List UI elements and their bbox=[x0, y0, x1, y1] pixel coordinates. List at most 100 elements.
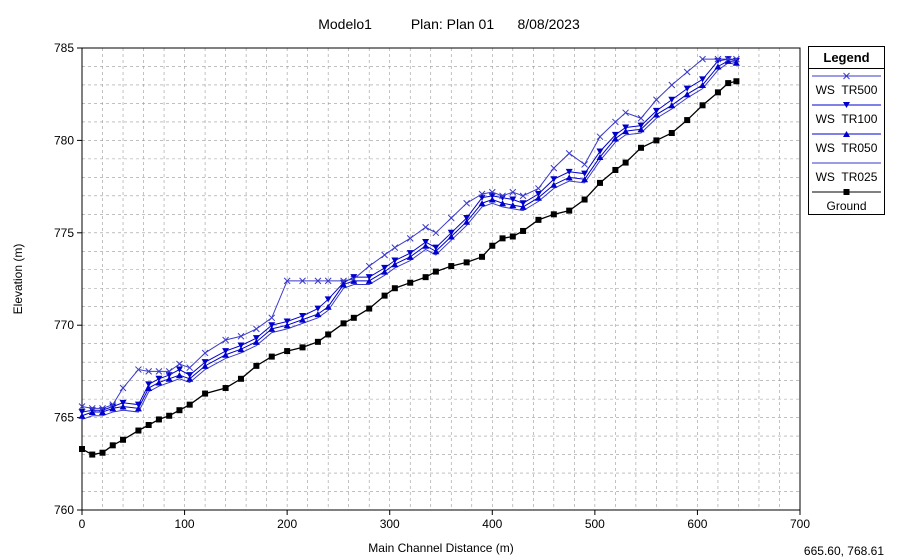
y-tick-label: 775 bbox=[54, 226, 74, 240]
y-tick-label: 765 bbox=[54, 411, 74, 425]
data-point bbox=[432, 268, 439, 275]
data-point bbox=[520, 227, 527, 234]
data-point bbox=[350, 277, 358, 284]
legend-title: Legend bbox=[809, 47, 884, 69]
data-point bbox=[155, 416, 162, 423]
data-point bbox=[499, 194, 507, 201]
data-point bbox=[478, 190, 486, 198]
data-point bbox=[252, 335, 260, 342]
axis-ticks: 0 100 200 300 400 500 600 700 760 765 770 775 780 785 bbox=[54, 41, 810, 531]
data-point bbox=[550, 211, 557, 218]
legend-label: WS TR500 bbox=[815, 83, 878, 97]
data-point bbox=[165, 368, 173, 375]
data-point bbox=[550, 181, 558, 188]
data-point bbox=[186, 401, 193, 408]
data-point bbox=[406, 250, 414, 257]
data-point bbox=[78, 403, 86, 410]
data-point bbox=[622, 159, 629, 166]
data-point bbox=[155, 375, 163, 382]
data-point bbox=[581, 161, 588, 168]
data-point bbox=[109, 442, 116, 449]
chart-title: Modelo1 Plan: Plan 01 8/08/2023 bbox=[0, 16, 898, 32]
data-point bbox=[565, 149, 573, 157]
y-tick-label: 760 bbox=[54, 503, 74, 517]
data-point bbox=[283, 277, 291, 285]
legend-items: WS TR500 WS TR100 WS TR050 WS TR025 Ground bbox=[809, 69, 884, 214]
data-point bbox=[88, 405, 96, 412]
data-point bbox=[725, 80, 732, 87]
data-point bbox=[222, 385, 229, 392]
data-point bbox=[237, 375, 244, 382]
data-point bbox=[534, 194, 542, 201]
data-point bbox=[668, 81, 676, 89]
data-point bbox=[350, 274, 358, 281]
data-point bbox=[324, 296, 332, 303]
data-point bbox=[155, 368, 163, 375]
data-point bbox=[668, 130, 675, 137]
legend-swatch-marker bbox=[843, 102, 850, 108]
data-point bbox=[622, 124, 630, 131]
data-point bbox=[365, 262, 373, 270]
data-point bbox=[622, 128, 630, 135]
data-point bbox=[581, 196, 588, 203]
data-point bbox=[699, 81, 707, 88]
data-point bbox=[422, 223, 429, 231]
data-point bbox=[637, 114, 645, 122]
data-point bbox=[119, 384, 127, 392]
data-point bbox=[637, 122, 645, 129]
data-point bbox=[596, 179, 603, 186]
data-point bbox=[432, 248, 440, 255]
data-point bbox=[391, 261, 399, 268]
data-point bbox=[724, 55, 732, 63]
data-point bbox=[668, 96, 676, 103]
data-point bbox=[186, 375, 194, 382]
data-point bbox=[391, 244, 399, 251]
data-point bbox=[391, 285, 398, 292]
data-point bbox=[611, 135, 619, 142]
data-point bbox=[365, 277, 373, 284]
data-point bbox=[268, 314, 276, 322]
data-point bbox=[135, 427, 142, 434]
x-tick-label: 200 bbox=[277, 517, 297, 531]
legend-item: WS TR025 bbox=[809, 156, 884, 185]
data-point bbox=[253, 325, 260, 333]
data-point bbox=[222, 351, 230, 358]
data-point bbox=[381, 264, 389, 271]
data-point bbox=[268, 353, 275, 360]
data-point bbox=[299, 277, 306, 285]
y-axis-label: Elevation (m) bbox=[11, 244, 25, 315]
legend-item: WS TR050 bbox=[809, 127, 884, 156]
plot-area-frame bbox=[81, 47, 801, 511]
data-point bbox=[534, 190, 542, 197]
legend-swatch-marker bbox=[843, 72, 850, 80]
data-point bbox=[535, 185, 542, 192]
data-point bbox=[109, 401, 117, 409]
data-point bbox=[733, 78, 740, 85]
data-point bbox=[134, 405, 142, 412]
data-point bbox=[463, 218, 471, 225]
data-point bbox=[299, 312, 307, 319]
data-point bbox=[714, 55, 722, 63]
data-point bbox=[253, 362, 260, 369]
data-point bbox=[596, 148, 604, 155]
series-ws-tr500 bbox=[78, 55, 740, 412]
data-point bbox=[299, 344, 306, 351]
x-tick-label: 100 bbox=[175, 517, 195, 531]
data-point bbox=[699, 76, 707, 83]
data-point bbox=[79, 446, 85, 453]
data-point bbox=[422, 274, 429, 281]
data-point bbox=[406, 234, 414, 242]
data-point bbox=[406, 253, 414, 260]
data-point bbox=[381, 251, 388, 259]
y-tick-label: 780 bbox=[54, 133, 74, 147]
data-point bbox=[565, 174, 573, 181]
data-point bbox=[509, 233, 516, 240]
data-point bbox=[463, 215, 471, 222]
data-point bbox=[299, 316, 307, 323]
legend: Legend WS TR500 WS TR100 WS TR050 WS TR025 G… bbox=[808, 46, 885, 215]
data-point bbox=[509, 196, 517, 203]
data-point bbox=[596, 154, 604, 161]
series-group bbox=[78, 55, 740, 458]
title-date: 8/08/2023 bbox=[517, 16, 580, 32]
